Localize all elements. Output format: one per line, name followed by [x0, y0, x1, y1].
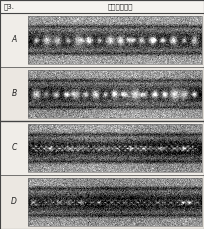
- FancyBboxPatch shape: [0, 67, 204, 121]
- FancyBboxPatch shape: [0, 13, 204, 67]
- FancyBboxPatch shape: [0, 175, 204, 229]
- Text: 袅3.: 袅3.: [4, 3, 15, 10]
- Text: mtoou.info: mtoou.info: [78, 136, 126, 144]
- FancyBboxPatch shape: [0, 121, 204, 175]
- Text: A: A: [11, 35, 17, 44]
- Text: C: C: [11, 144, 17, 153]
- Text: 焊缝表面差异: 焊缝表面差异: [107, 3, 133, 10]
- Text: D: D: [11, 197, 17, 207]
- Text: B: B: [11, 90, 17, 98]
